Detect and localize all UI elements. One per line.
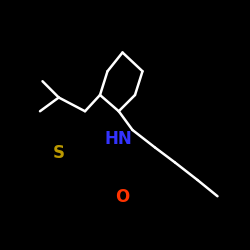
Text: S: S (53, 144, 65, 162)
Text: HN: HN (105, 130, 132, 148)
Text: O: O (116, 188, 130, 206)
